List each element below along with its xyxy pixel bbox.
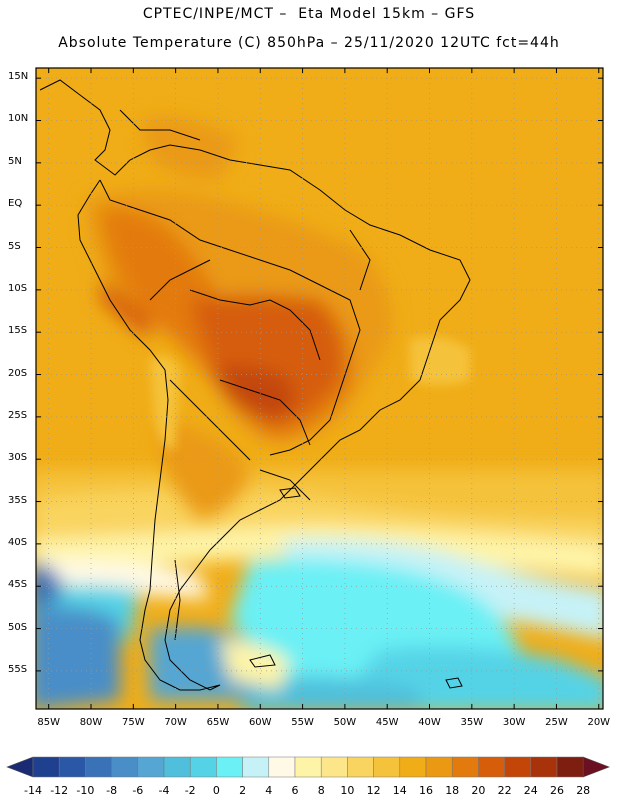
colorbar-tick-label: -10: [76, 784, 95, 797]
lat-label: 5N: [8, 155, 22, 167]
lat-label: 35S: [8, 494, 28, 506]
axis-ticks: [36, 68, 603, 709]
lat-label: 25S: [8, 409, 28, 421]
colorbar-tick-label: 4: [265, 784, 273, 797]
colorbar-tick-label: -8: [106, 784, 118, 797]
colorbar-swatch: [216, 756, 243, 778]
lat-label: 10S: [8, 282, 28, 294]
lon-label: 30W: [502, 717, 526, 728]
lon-label: 25W: [545, 717, 568, 728]
colorbar-tick-label: -6: [132, 784, 144, 797]
colorbar-tick-label: 14: [392, 784, 407, 797]
colorbar-swatch: [163, 756, 191, 778]
colorbar-tick-label: -12: [50, 784, 69, 797]
colorbar-swatch: [111, 756, 139, 778]
colorbar-swatch: [556, 756, 584, 778]
coastlines: [39, 79, 471, 691]
colorbar-low-arrow: [6, 756, 34, 778]
graticule: [36, 68, 603, 709]
colorbar-swatch: [504, 756, 532, 778]
colorbar-swatch: [137, 756, 165, 778]
lon-label: 35W: [460, 717, 484, 728]
colorbar-swatch: [294, 756, 322, 778]
map-frame: [35, 67, 604, 710]
lat-label: 40S: [8, 536, 28, 548]
lon-label: 45W: [375, 717, 399, 728]
lat-label: 55S: [8, 663, 28, 675]
lon-label: 50W: [333, 717, 357, 728]
colorbar-tick-label: 24: [523, 784, 538, 797]
colorbar-tick-label: 2: [239, 784, 247, 797]
colorbar-tick-label: 20: [471, 784, 486, 797]
lon-label: 40W: [418, 717, 441, 728]
lon-label: 75W: [122, 717, 145, 728]
colorbar-swatch: [320, 756, 348, 778]
lon-label: 65W: [206, 717, 230, 728]
colorbar-tick-label: -2: [184, 784, 196, 797]
lon-label: 55W: [291, 717, 314, 728]
colorbar-tick-label: 22: [497, 784, 512, 797]
colorbar-tick-label: 12: [366, 784, 381, 797]
colorbar-swatch: [58, 756, 86, 778]
lon-label: 20W: [587, 717, 611, 728]
lon-label: 85W: [37, 717, 60, 728]
lon-label: 80W: [79, 717, 103, 728]
colorbar-swatch: [268, 756, 296, 778]
colorbar-swatch: [189, 756, 217, 778]
lat-label: 15N: [8, 71, 29, 83]
colorbar-tick-label: -4: [158, 784, 170, 797]
lat-label: 5S: [8, 240, 21, 252]
lat-label: 15S: [8, 325, 28, 337]
temperature-field: [36, 68, 603, 709]
colorbar-tick-label: 26: [550, 784, 564, 797]
colorbar-tick-label: 28: [576, 784, 591, 797]
colorbar-swatch: [425, 756, 453, 778]
colorbar-tick-label: 10: [340, 784, 355, 797]
lon-label: 70W: [164, 717, 187, 728]
colorbar-swatch: [530, 756, 558, 778]
lat-label: 20S: [8, 367, 28, 379]
colorbar-swatch: [32, 756, 60, 778]
colorbar-swatch: [451, 756, 479, 778]
colorbar-swatch: [399, 756, 427, 778]
colorbar-tick-label: 8: [317, 784, 325, 797]
colorbar-swatch: [242, 756, 270, 778]
colorbar-swatch: [85, 756, 112, 778]
lat-label: EQ: [8, 198, 23, 210]
colorbar-tick-label: -14: [24, 784, 42, 797]
colorbar-swatch: [373, 756, 401, 778]
lat-label: 10N: [8, 113, 29, 125]
colorbar-tick-label: 0: [212, 784, 220, 797]
lat-label: 50S: [8, 621, 28, 633]
colorbar: [6, 756, 611, 778]
colorbar-swatch: [478, 756, 505, 778]
title-line-1: CPTEC/INPE/MCT – Eta Model 15km – GFS: [142, 6, 476, 22]
colorbar-high-arrow: [582, 756, 611, 778]
colorbar-tick-label: 6: [291, 784, 299, 797]
lat-label: 45S: [8, 579, 28, 591]
lon-label: 60W: [248, 717, 272, 728]
lat-label: 30S: [8, 452, 28, 464]
colorbar-tick-label: 16: [419, 784, 433, 797]
title-line-2: Absolute Temperature (C) 850hPa – 25/11/…: [58, 35, 560, 51]
colorbar-swatch: [347, 756, 374, 778]
colorbar-tick-label: 18: [445, 784, 460, 797]
